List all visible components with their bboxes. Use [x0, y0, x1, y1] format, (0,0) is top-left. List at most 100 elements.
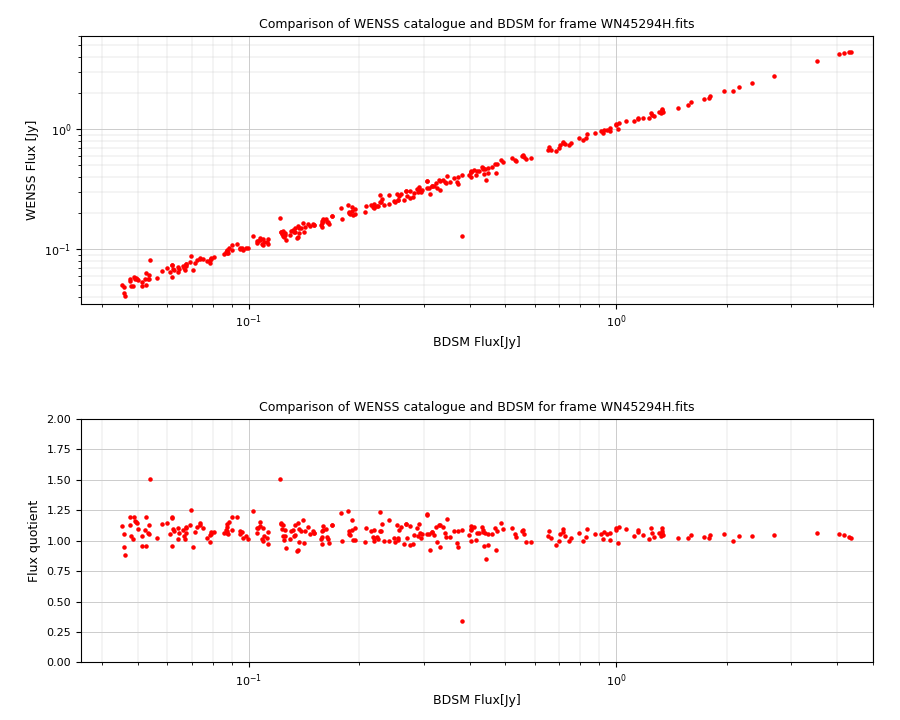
Point	[256, 523, 270, 534]
Point	[256, 239, 271, 251]
Point	[220, 247, 234, 258]
Point	[612, 521, 626, 532]
Point	[429, 536, 444, 547]
Point	[451, 171, 465, 183]
Point	[342, 528, 356, 539]
Point	[290, 232, 304, 243]
Point	[297, 525, 311, 536]
Point	[207, 526, 221, 537]
Point	[342, 525, 356, 536]
Point	[165, 259, 179, 271]
Point	[494, 154, 508, 166]
Point	[420, 175, 435, 186]
Point	[744, 531, 759, 542]
Point	[549, 539, 563, 551]
Point	[278, 235, 293, 246]
Point	[179, 258, 194, 270]
Title: Comparison of WENSS catalogue and BDSM for frame WN45294H.fits: Comparison of WENSS catalogue and BDSM f…	[259, 18, 695, 31]
Point	[301, 521, 315, 532]
Point	[186, 264, 201, 276]
Point	[842, 46, 857, 58]
Point	[415, 528, 429, 539]
X-axis label: BDSM Flux[Jy]: BDSM Flux[Jy]	[433, 694, 521, 707]
Point	[274, 518, 288, 530]
Point	[188, 257, 202, 269]
Point	[122, 511, 137, 523]
Point	[542, 142, 556, 153]
Point	[165, 259, 179, 271]
Point	[160, 263, 175, 274]
Point	[593, 528, 608, 539]
Point	[593, 125, 608, 137]
Point	[321, 533, 336, 544]
Point	[470, 166, 484, 177]
Point	[597, 526, 611, 537]
Point	[278, 530, 293, 541]
Point	[489, 167, 503, 179]
Point	[482, 167, 496, 179]
Point	[410, 186, 425, 198]
Point	[495, 156, 509, 167]
Point	[399, 185, 413, 197]
Point	[425, 526, 439, 538]
Point	[202, 536, 217, 548]
Point	[515, 150, 529, 162]
Point	[334, 202, 348, 214]
Point	[291, 220, 305, 232]
Point	[391, 534, 405, 546]
Point	[589, 528, 603, 540]
Point	[451, 178, 465, 189]
Point	[286, 524, 301, 536]
Point	[347, 204, 362, 215]
Point	[576, 536, 590, 547]
Point	[288, 222, 302, 233]
Point	[140, 273, 155, 284]
Point	[432, 519, 446, 531]
Point	[472, 165, 486, 176]
Point	[238, 243, 253, 254]
Point	[127, 271, 141, 283]
Point	[177, 264, 192, 275]
Point	[373, 506, 387, 518]
Point	[278, 228, 293, 239]
Point	[702, 533, 716, 544]
Point	[177, 531, 192, 542]
Point	[250, 238, 265, 249]
Point	[494, 518, 508, 529]
Point	[357, 206, 372, 217]
Title: Comparison of WENSS catalogue and BDSM for frame WN45294H.fits: Comparison of WENSS catalogue and BDSM f…	[259, 400, 695, 413]
Point	[464, 535, 478, 546]
Point	[488, 158, 502, 169]
Point	[371, 200, 385, 212]
Y-axis label: Flux quotient: Flux quotient	[28, 500, 41, 582]
Point	[184, 251, 198, 262]
Point	[220, 244, 235, 256]
Point	[140, 511, 154, 523]
Point	[436, 174, 450, 186]
Point	[391, 533, 405, 544]
Point	[178, 527, 193, 539]
Point	[179, 522, 194, 534]
Point	[274, 517, 288, 528]
Point	[495, 523, 509, 535]
Point	[478, 527, 492, 539]
Point	[246, 505, 260, 517]
Point	[179, 522, 194, 534]
Point	[222, 516, 237, 528]
Point	[454, 524, 469, 536]
Point	[220, 246, 235, 258]
Point	[320, 531, 334, 543]
Point	[253, 516, 267, 528]
Point	[129, 516, 143, 528]
Point	[325, 519, 339, 531]
Point	[184, 519, 198, 531]
Point	[464, 523, 478, 534]
Point	[274, 523, 289, 535]
Point	[186, 541, 201, 552]
Point	[319, 523, 333, 535]
Point	[420, 182, 435, 194]
Point	[421, 182, 436, 194]
Point	[842, 531, 857, 542]
Point	[726, 86, 741, 97]
Point	[149, 532, 164, 544]
